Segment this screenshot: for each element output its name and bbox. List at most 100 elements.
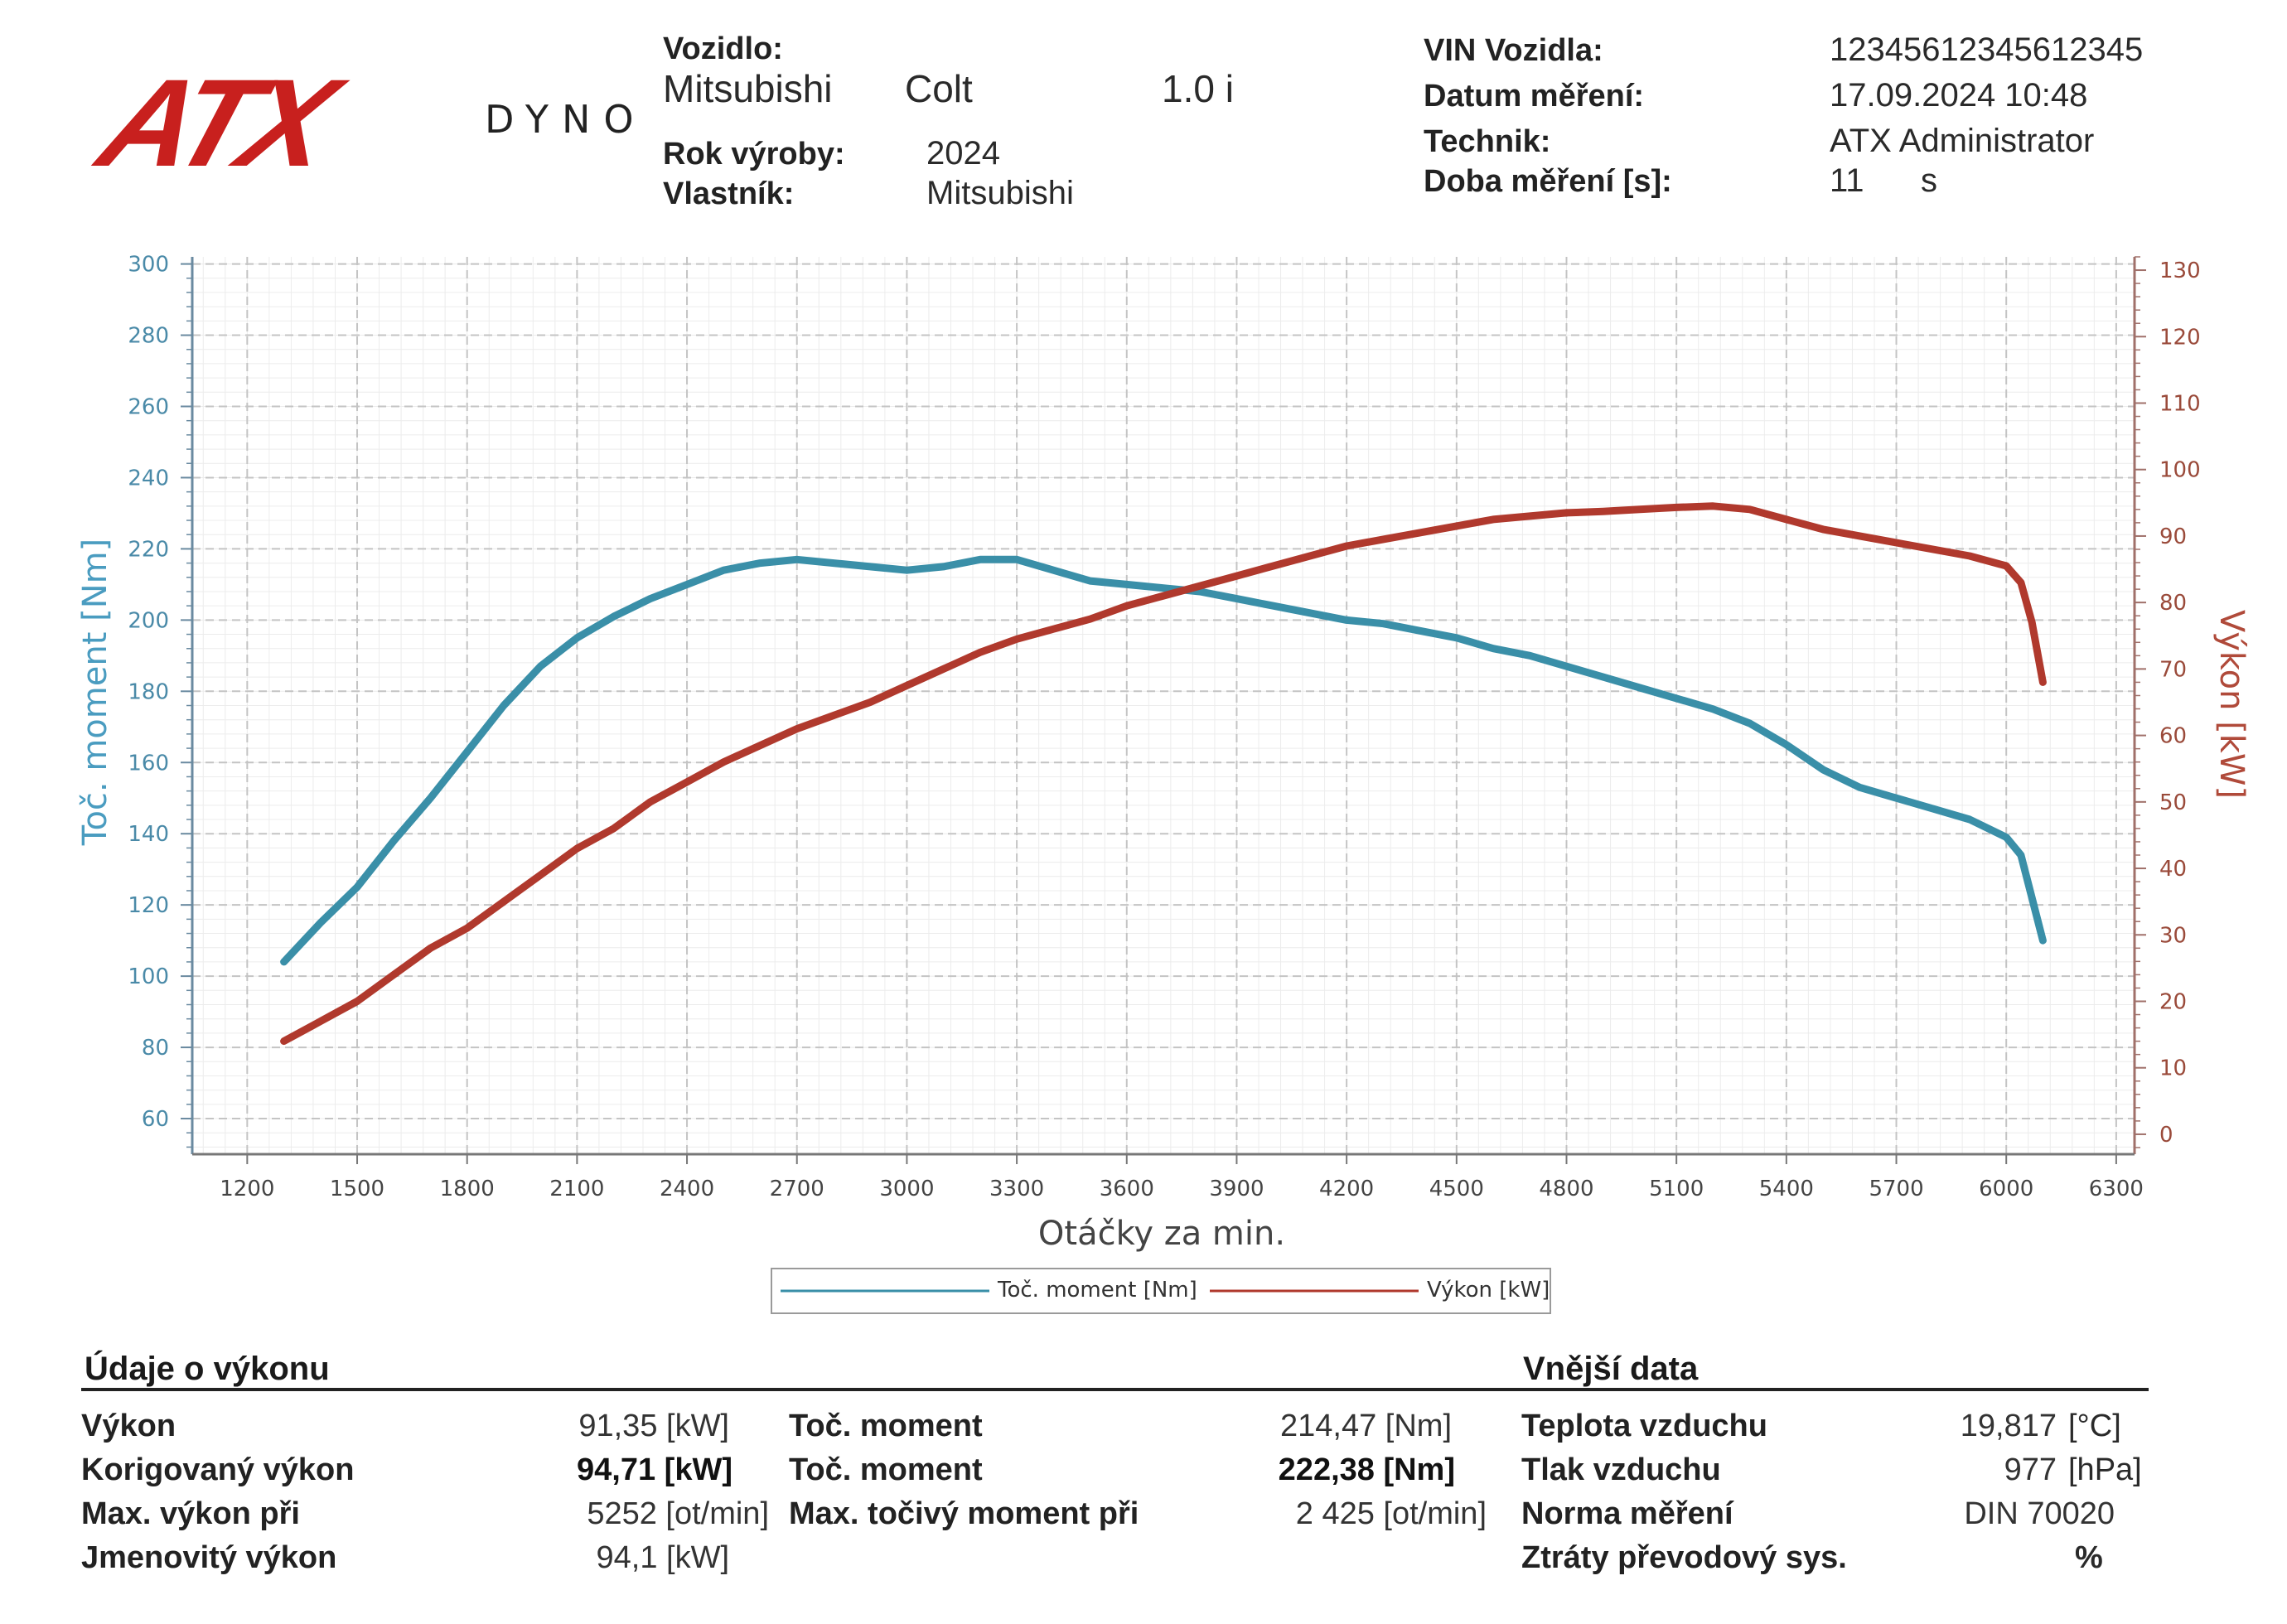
ext-unit-losses: % bbox=[2075, 1540, 2103, 1575]
date-value: 17.09.2024 10:48 bbox=[1830, 77, 2088, 114]
x-tick-label: 3900 bbox=[1209, 1177, 1264, 1201]
y-right-tick-label: 80 bbox=[2159, 591, 2187, 616]
perf-label-maxpower-rpm: Max. výkon při bbox=[81, 1496, 300, 1531]
duration-label: Doba měření [s]: bbox=[1424, 164, 1672, 199]
y-left-tick-label: 180 bbox=[128, 679, 169, 704]
torque-label-2: Toč. moment bbox=[789, 1452, 983, 1487]
y-left-tick-label: 80 bbox=[142, 1036, 169, 1061]
ext-label-norm: Norma měření bbox=[1521, 1496, 1733, 1531]
owner-label: Vlastník: bbox=[663, 176, 795, 211]
torque-value-1: 214,47 [Nm] bbox=[1280, 1409, 1452, 1443]
dyno-chart: 1200 1500 1800 2100 2400 2700 3000 3300 3600 3900… bbox=[76, 253, 2251, 1253]
vehicle-label: Vozidlo: bbox=[663, 31, 783, 66]
x-tick-label: 5700 bbox=[1869, 1177, 1923, 1201]
x-tick-label: 3600 bbox=[1100, 1177, 1154, 1201]
x-tick-label: 3300 bbox=[989, 1177, 1044, 1201]
y-left-tick-label: 240 bbox=[128, 466, 169, 491]
atx-dyno-logo: ATX DYNO bbox=[81, 58, 647, 191]
y-left-tick-label: 120 bbox=[128, 893, 169, 918]
x-tick-label: 3000 bbox=[879, 1177, 934, 1201]
y-left-tick-label: 280 bbox=[128, 324, 169, 349]
y-right-tick-label: 70 bbox=[2159, 657, 2187, 682]
duration-value: 11 bbox=[1830, 162, 1864, 199]
y-right-tick-label: 60 bbox=[2159, 724, 2187, 749]
x-tick-label: 4200 bbox=[1319, 1177, 1374, 1201]
ext-label-losses: Ztráty převodový sys. bbox=[1521, 1540, 1847, 1575]
y-axis-right-label: Výkon [kW] bbox=[2212, 610, 2251, 799]
y-left-tick-label: 300 bbox=[128, 253, 169, 278]
x-tick-label: 5100 bbox=[1649, 1177, 1704, 1201]
ext-label-temp: Teplota vzduchu bbox=[1521, 1409, 1767, 1443]
ext-value-pressure: 977 bbox=[2004, 1452, 2057, 1487]
legend-torque-label: Toč. moment [Nm] bbox=[998, 1278, 1197, 1303]
torque-value-2: 222,38 [Nm] bbox=[1278, 1452, 1455, 1487]
date-label: Datum měření: bbox=[1424, 79, 1645, 114]
perf-value-rated: 94,1 [kW] bbox=[596, 1540, 730, 1575]
chart-series bbox=[280, 502, 2047, 1046]
x-tick-label: 1500 bbox=[330, 1177, 384, 1201]
ext-value-norm: DIN 70020 bbox=[1964, 1496, 2115, 1531]
x-tick-label: 4800 bbox=[1539, 1177, 1593, 1201]
y-left-tick-label: 260 bbox=[128, 395, 169, 420]
x-tick-label: 2400 bbox=[660, 1177, 714, 1201]
vehicle-make: Mitsubishi bbox=[663, 67, 833, 110]
y-left-tick-label: 60 bbox=[142, 1107, 169, 1132]
x-tick-label: 6300 bbox=[2089, 1177, 2144, 1201]
torque-value-maxrpm: 2 425 [ot/min] bbox=[1295, 1496, 1487, 1531]
year-value: 2024 bbox=[926, 135, 1000, 172]
torque-label-maxrpm: Max. točivý moment při bbox=[789, 1496, 1139, 1531]
perf-label-corrected: Korigovaný výkon bbox=[81, 1452, 355, 1487]
perf-value-corrected: 94,71 [kW] bbox=[577, 1452, 733, 1487]
duration-unit: s bbox=[1921, 162, 1937, 199]
vehicle-model: Colt bbox=[905, 67, 973, 110]
ext-value-temp: 19,817 bbox=[1960, 1409, 2057, 1443]
vin-value: 12345612345612345 bbox=[1830, 31, 2144, 68]
x-tick-label: 5400 bbox=[1759, 1177, 1814, 1201]
x-tick-label: 4500 bbox=[1429, 1177, 1484, 1201]
chart-grid bbox=[192, 257, 2135, 1154]
y-right-tick-label: 10 bbox=[2159, 1056, 2187, 1081]
tech-value: ATX Administrator bbox=[1830, 123, 2095, 159]
external-title: Vnější data bbox=[1523, 1351, 1699, 1387]
section-rule bbox=[81, 1388, 2149, 1391]
chart-legend: Toč. moment [Nm] Výkon [kW] bbox=[771, 1268, 1551, 1314]
owner-value: Mitsubishi bbox=[926, 175, 1074, 211]
tech-label: Technik: bbox=[1424, 124, 1551, 159]
y-left-tick-label: 140 bbox=[128, 822, 169, 847]
y-right-tick-label: 30 bbox=[2159, 923, 2187, 948]
ext-unit-temp: [°C] bbox=[2068, 1409, 2121, 1443]
vin-label: VIN Vozidla: bbox=[1424, 33, 1603, 68]
x-tick-label: 2700 bbox=[770, 1177, 824, 1201]
x-tick-label: 1800 bbox=[440, 1177, 495, 1201]
logo-dyno-text: DYNO bbox=[485, 97, 647, 142]
x-tick-label: 2100 bbox=[549, 1177, 604, 1201]
x-tick-label: 6000 bbox=[1979, 1177, 2033, 1201]
x-tick-label: 1200 bbox=[220, 1177, 274, 1201]
y-right-tick-label: 110 bbox=[2159, 391, 2201, 416]
x-axis-label: Otáčky za min. bbox=[1038, 1215, 1285, 1253]
year-label: Rok výroby: bbox=[663, 137, 845, 172]
y-left-tick-label: 100 bbox=[128, 964, 169, 989]
y-right-tick-label: 120 bbox=[2159, 325, 2201, 350]
perf-label-rated: Jmenovitý výkon bbox=[81, 1540, 337, 1575]
vehicle-engine: 1.0 i bbox=[1162, 67, 1234, 110]
ext-unit-pressure: [hPa] bbox=[2068, 1452, 2142, 1487]
perf-label-power: Výkon bbox=[81, 1409, 176, 1443]
perf-title: Údaje o výkonu bbox=[85, 1351, 330, 1387]
y-right-tick-label: 0 bbox=[2159, 1123, 2173, 1148]
y-right-tick-label: 90 bbox=[2159, 524, 2187, 549]
ext-label-pressure: Tlak vzduchu bbox=[1521, 1452, 1721, 1487]
y-right-tick-label: 40 bbox=[2159, 857, 2187, 882]
y-right-tick-label: 20 bbox=[2159, 989, 2187, 1014]
legend-power-label: Výkon [kW] bbox=[1427, 1278, 1550, 1303]
y-axis-left-label: Toč. moment [Nm] bbox=[76, 539, 114, 846]
y-left-tick-label: 200 bbox=[128, 608, 169, 633]
torque-curve bbox=[280, 555, 2047, 966]
y-right-tick-label: 50 bbox=[2159, 790, 2187, 815]
perf-value-maxpower-rpm: 5252 [ot/min] bbox=[587, 1496, 769, 1531]
y-left-tick-label: 220 bbox=[128, 537, 169, 562]
y-right-tick-label: 130 bbox=[2159, 259, 2201, 283]
y-right-tick-label: 100 bbox=[2159, 458, 2201, 483]
power-curve bbox=[280, 502, 2047, 1046]
perf-value-power: 91,35 [kW] bbox=[578, 1409, 729, 1443]
